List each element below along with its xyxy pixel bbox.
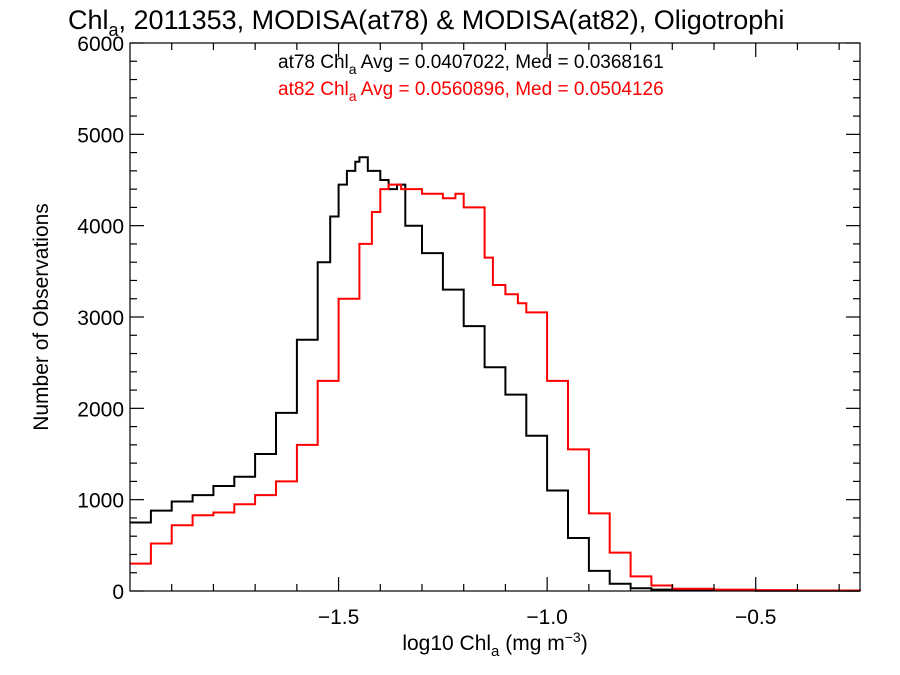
- series-line-at78: [130, 156, 861, 592]
- y-axis-label: Number of Observations: [30, 203, 53, 431]
- y-tick-label: 2000: [77, 398, 124, 421]
- at82-stats-annotation: at82 Chla Avg = 0.0560896, Med = 0.05041…: [278, 79, 664, 104]
- plot-frame: [129, 42, 861, 592]
- y-tick-label: 6000: [77, 33, 124, 56]
- y-tick-label: 5000: [77, 124, 124, 147]
- x-tick-label: −0.5: [735, 606, 776, 629]
- chart-title: Chla, 2011353, MODISA(at78) & MODISA(at8…: [68, 5, 784, 40]
- series-layer: [130, 156, 861, 592]
- y-tick-label: 3000: [77, 307, 124, 330]
- y-tick-label: 4000: [77, 216, 124, 239]
- y-tick-label: 0: [112, 581, 124, 604]
- y-tick-label: 1000: [77, 490, 124, 513]
- series-line-at82: [130, 183, 861, 592]
- x-tick-label: −1.0: [526, 606, 567, 629]
- plot-area: −1.5 −1.0 −0.5 0 1000 2000 3000 4000 5000 6000: [77, 33, 861, 629]
- x-tick-label: −1.5: [318, 606, 359, 629]
- ticks-layer: −1.5 −1.0 −0.5 0 1000 2000 3000 4000 5000 6000: [77, 33, 860, 629]
- at78-stats-annotation: at78 Chla Avg = 0.0407022, Med = 0.03681…: [278, 52, 664, 77]
- x-axis-label: log10 Chla (mg m−3): [402, 629, 587, 660]
